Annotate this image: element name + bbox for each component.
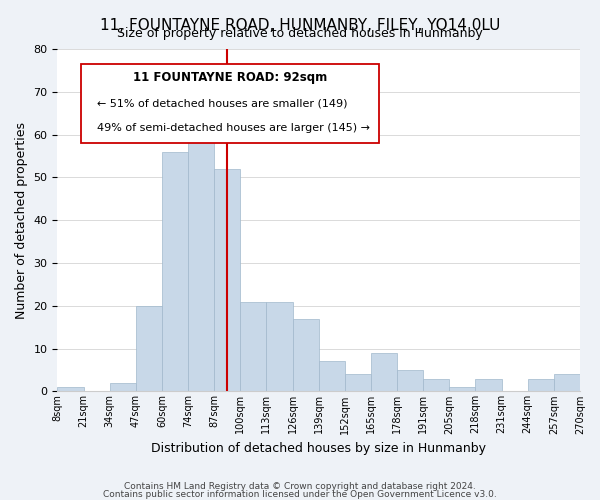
Bar: [58, 387, 83, 392]
X-axis label: Distribution of detached houses by size in Hunmanby: Distribution of detached houses by size …: [151, 442, 486, 455]
Bar: [136, 306, 162, 392]
Y-axis label: Number of detached properties: Number of detached properties: [15, 122, 28, 318]
Bar: [475, 378, 502, 392]
Bar: [214, 169, 241, 392]
Bar: [110, 383, 136, 392]
Bar: [266, 302, 293, 392]
Bar: [293, 318, 319, 392]
Bar: [345, 374, 371, 392]
Bar: [528, 378, 554, 392]
Text: Contains public sector information licensed under the Open Government Licence v3: Contains public sector information licen…: [103, 490, 497, 499]
Bar: [449, 387, 475, 392]
Bar: [554, 374, 580, 392]
Text: ← 51% of detached houses are smaller (149): ← 51% of detached houses are smaller (14…: [97, 99, 347, 109]
Text: 49% of semi-detached houses are larger (145) →: 49% of semi-detached houses are larger (…: [97, 123, 370, 133]
Text: 11 FOUNTAYNE ROAD: 92sqm: 11 FOUNTAYNE ROAD: 92sqm: [133, 71, 327, 84]
Bar: [423, 378, 449, 392]
Bar: [319, 362, 345, 392]
Bar: [241, 302, 266, 392]
Bar: [397, 370, 423, 392]
Text: Contains HM Land Registry data © Crown copyright and database right 2024.: Contains HM Land Registry data © Crown c…: [124, 482, 476, 491]
Bar: [188, 139, 214, 392]
Text: Size of property relative to detached houses in Hunmanby: Size of property relative to detached ho…: [117, 28, 483, 40]
FancyBboxPatch shape: [81, 64, 379, 143]
Bar: [162, 152, 188, 392]
Text: 11, FOUNTAYNE ROAD, HUNMANBY, FILEY, YO14 0LU: 11, FOUNTAYNE ROAD, HUNMANBY, FILEY, YO1…: [100, 18, 500, 32]
Bar: [371, 353, 397, 392]
